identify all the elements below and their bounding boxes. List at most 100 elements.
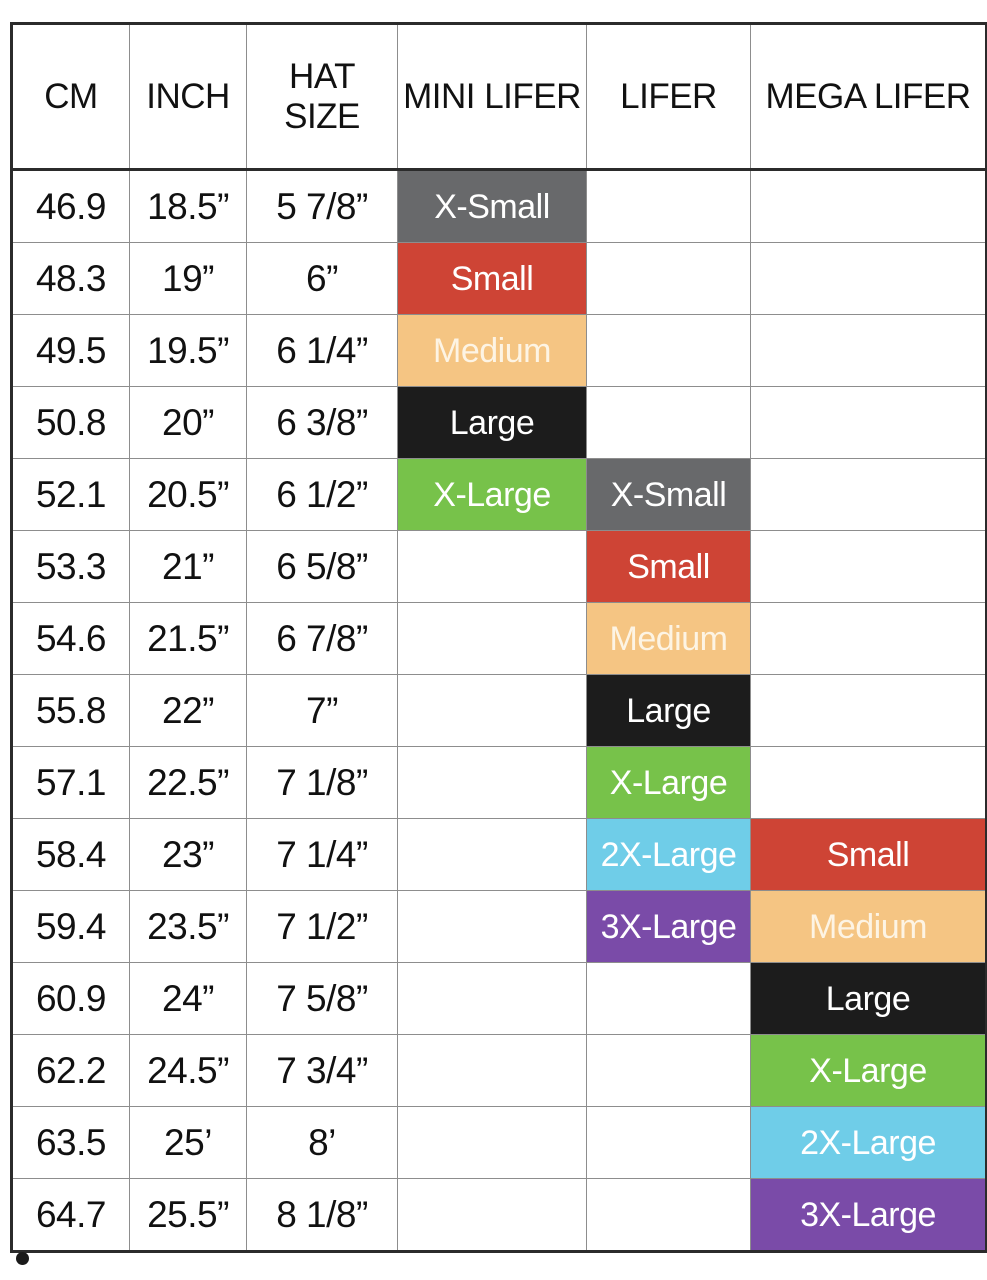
cell-cm: 62.2: [11, 1034, 130, 1107]
cell-cm: 64.7: [11, 1178, 130, 1252]
size-swatch-empty: [588, 388, 750, 458]
table-row: 53.3 21” 6 5/8” Small: [11, 530, 987, 603]
cell-mini-lifer: [397, 746, 587, 819]
cell-lifer: [586, 242, 751, 315]
cell-mini-lifer: [397, 1106, 587, 1179]
cell-lifer: [586, 1178, 751, 1252]
size-swatch: 3X-Large: [587, 891, 750, 962]
bullet-artifact: [16, 1252, 29, 1265]
size-swatch: Large: [751, 963, 985, 1034]
cell-inch: 19”: [129, 242, 247, 315]
table-row: 62.2 24.5” 7 3/4” X-Large: [11, 1034, 987, 1107]
cell-cm: 57.1: [11, 746, 130, 819]
cell-lifer: 2X-Large: [586, 818, 751, 891]
table-row: 58.4 23” 7 1/4” 2X-Large Small: [11, 818, 987, 891]
size-swatch: Small: [587, 531, 750, 602]
size-swatch: 2X-Large: [751, 1107, 985, 1178]
cell-inch: 18.5”: [129, 169, 247, 243]
size-swatch-empty: [399, 964, 586, 1034]
cell-inch: 21.5”: [129, 602, 247, 675]
cell-cm: 46.9: [11, 169, 130, 243]
size-swatch: X-Large: [587, 747, 750, 818]
cell-mega-lifer: [750, 674, 987, 747]
size-swatch-empty: [752, 748, 986, 818]
size-swatch-empty: [588, 1180, 750, 1251]
cell-lifer: [586, 314, 751, 387]
size-swatch-empty: [399, 820, 586, 890]
size-swatch-empty: [399, 1036, 586, 1106]
size-swatch: Medium: [587, 603, 750, 674]
size-swatch: X-Small: [587, 459, 750, 530]
header-row: CM INCH HAT SIZE MINI LIFER LIFER MEGA L…: [11, 23, 987, 171]
cell-mini-lifer: Large: [397, 386, 587, 459]
table-row: 60.9 24” 7 5/8” Large: [11, 962, 987, 1035]
cell-mini-lifer: Small: [397, 242, 587, 315]
cell-inch: 23.5”: [129, 890, 247, 963]
cell-mini-lifer: X-Small: [397, 169, 587, 243]
cell-mega-lifer: Large: [750, 962, 987, 1035]
cell-hat-size: 6 7/8”: [246, 602, 398, 675]
cell-hat-size: 7 5/8”: [246, 962, 398, 1035]
cell-mini-lifer: [397, 1178, 587, 1252]
cell-mini-lifer: [397, 530, 587, 603]
size-swatch-empty: [399, 1108, 586, 1178]
size-swatch-empty: [588, 171, 750, 242]
size-swatch: Medium: [751, 891, 985, 962]
cell-lifer: Large: [586, 674, 751, 747]
size-swatch-empty: [588, 964, 750, 1034]
size-swatch: 2X-Large: [587, 819, 750, 890]
cell-inch: 23”: [129, 818, 247, 891]
size-swatch-empty: [588, 244, 750, 314]
cell-hat-size: 7 1/2”: [246, 890, 398, 963]
size-swatch-empty: [752, 171, 986, 242]
cell-mini-lifer: [397, 674, 587, 747]
cell-cm: 60.9: [11, 962, 130, 1035]
table-row: 57.1 22.5” 7 1/8” X-Large: [11, 746, 987, 819]
column-header-hat-size: HAT SIZE: [246, 23, 398, 171]
cell-mini-lifer: Medium: [397, 314, 587, 387]
size-swatch: X-Large: [751, 1035, 985, 1106]
cell-mega-lifer: 2X-Large: [750, 1106, 987, 1179]
size-swatch: Small: [751, 819, 985, 890]
table-row: 52.1 20.5” 6 1/2” X-Large X-Small: [11, 458, 987, 531]
column-header-cm: CM: [11, 23, 130, 171]
cell-cm: 53.3: [11, 530, 130, 603]
size-swatch-empty: [752, 388, 986, 458]
table-row: 49.5 19.5” 6 1/4” Medium: [11, 314, 987, 387]
cell-inch: 20.5”: [129, 458, 247, 531]
cell-lifer: X-Large: [586, 746, 751, 819]
cell-mini-lifer: [397, 890, 587, 963]
table-row: 50.8 20” 6 3/8” Large: [11, 386, 987, 459]
size-swatch: Small: [398, 243, 586, 314]
cell-inch: 20”: [129, 386, 247, 459]
cell-hat-size: 6 3/8”: [246, 386, 398, 459]
size-swatch-empty: [752, 676, 986, 746]
cell-cm: 49.5: [11, 314, 130, 387]
cell-hat-size: 6 5/8”: [246, 530, 398, 603]
cell-mega-lifer: X-Large: [750, 1034, 987, 1107]
size-swatch-empty: [399, 1180, 586, 1251]
cell-hat-size: 7 3/4”: [246, 1034, 398, 1107]
size-swatch-empty: [399, 748, 586, 818]
cell-mini-lifer: [397, 602, 587, 675]
cell-mega-lifer: Small: [750, 818, 987, 891]
cell-mega-lifer: [750, 530, 987, 603]
cell-lifer: 3X-Large: [586, 890, 751, 963]
cell-mini-lifer: [397, 962, 587, 1035]
cell-cm: 54.6: [11, 602, 130, 675]
cell-lifer: [586, 1106, 751, 1179]
cell-lifer: [586, 386, 751, 459]
table-row: 64.7 25.5” 8 1/8” 3X-Large: [11, 1178, 987, 1252]
cell-mega-lifer: [750, 314, 987, 387]
cell-mega-lifer: [750, 458, 987, 531]
cell-inch: 22”: [129, 674, 247, 747]
cell-inch: 19.5”: [129, 314, 247, 387]
table-row: 48.3 19” 6” Small: [11, 242, 987, 315]
cell-cm: 59.4: [11, 890, 130, 963]
cell-hat-size: 7”: [246, 674, 398, 747]
cell-hat-size: 6 1/4”: [246, 314, 398, 387]
table-row: 63.5 25’ 8’ 2X-Large: [11, 1106, 987, 1179]
size-swatch-empty: [399, 604, 586, 674]
cell-inch: 21”: [129, 530, 247, 603]
size-chart-table: CM INCH HAT SIZE MINI LIFER LIFER MEGA L…: [10, 22, 987, 1253]
